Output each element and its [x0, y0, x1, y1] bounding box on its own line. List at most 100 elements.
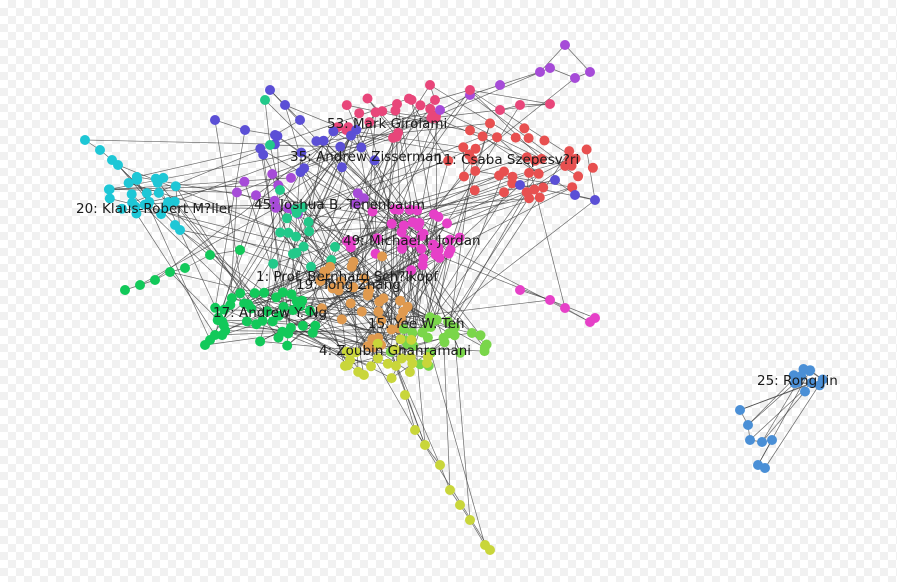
graph-edge [290, 327, 392, 379]
graph-node [492, 132, 502, 143]
graph-node [123, 178, 134, 188]
graph-edge [372, 347, 411, 373]
graph-node [396, 227, 407, 238]
graph-node [417, 260, 428, 271]
graph-node [465, 515, 475, 525]
graph-edge [224, 309, 431, 318]
community-label-19: 19: Tong Zhang [296, 277, 401, 293]
graph-edge [360, 112, 376, 148]
graph-node [521, 152, 532, 163]
graph-edge [240, 292, 401, 340]
graph-labels: 53: Mark Girolami 35: Andrew Zisserman 1… [76, 116, 838, 389]
graph-edge [439, 109, 542, 160]
graph-edge [499, 109, 576, 159]
graph-node [116, 203, 127, 214]
graph-node [398, 324, 409, 335]
graph-edge [323, 160, 375, 272]
graph-node [479, 346, 490, 357]
graph-node [535, 67, 545, 77]
graph-edge [526, 157, 566, 309]
graph-node [442, 218, 452, 229]
graph-node [135, 280, 145, 290]
graph-node [495, 80, 505, 90]
graph-node [153, 187, 164, 198]
graph-node [417, 327, 428, 338]
graph-node [382, 358, 393, 369]
graph-node [438, 332, 449, 343]
graph-node [265, 85, 275, 95]
graph-node [545, 99, 555, 109]
graph-node [277, 326, 288, 337]
graph-node [249, 288, 260, 299]
graph-node [318, 135, 329, 146]
graph-node [286, 289, 297, 300]
graph-edge [469, 89, 542, 160]
graph-node [372, 233, 383, 244]
graph-edge [472, 77, 576, 161]
graph-edge [406, 239, 481, 336]
graph-node [564, 146, 575, 157]
graph-node [485, 545, 495, 555]
graph-node [328, 126, 339, 137]
graph-node [212, 315, 223, 326]
graph-node [291, 231, 301, 242]
graph-edge [764, 379, 823, 469]
graph-node [304, 226, 315, 237]
graph-node [239, 176, 250, 187]
graph-node [235, 245, 245, 255]
graph-node [466, 328, 477, 338]
graph-edge [761, 382, 798, 443]
graph-node [431, 314, 442, 325]
graph-node [470, 166, 481, 176]
graph-edge [136, 148, 261, 178]
graph-edge [421, 123, 491, 333]
graph-node [364, 117, 375, 128]
graph-edge [254, 292, 359, 373]
graph-node [408, 237, 419, 248]
graph-node [303, 217, 314, 227]
graph-node [231, 187, 242, 198]
graph-node [406, 334, 417, 345]
graph-node [285, 322, 296, 333]
graph-edge [244, 129, 276, 136]
graph-node [156, 209, 167, 220]
graph-edge [340, 146, 422, 250]
graph-node [386, 373, 397, 384]
graph-node [104, 193, 115, 204]
graph-edge [439, 94, 471, 111]
graph-node [316, 303, 327, 314]
graph-node [257, 315, 268, 326]
community-label-15: 15: Yee W. Teh [368, 316, 465, 332]
graph-node [304, 305, 315, 316]
graph-edge [303, 131, 334, 169]
graph-edge [274, 98, 410, 145]
graph-edge [363, 112, 376, 279]
graph-node [346, 130, 356, 141]
graph-edge [231, 297, 412, 341]
graph-edge [496, 136, 539, 175]
graph-edge [564, 44, 591, 73]
graph-edge [430, 352, 486, 546]
graph-edge [469, 94, 566, 167]
graph-node [545, 295, 555, 305]
graph-edge [272, 115, 433, 175]
graph-node [165, 267, 175, 277]
community-label-53: 53: Mark Girolami [327, 116, 447, 132]
graph-node [523, 133, 534, 144]
graph-node [288, 248, 298, 259]
graph-node [367, 206, 378, 217]
graph-node [170, 181, 181, 192]
graph-edge [539, 44, 566, 73]
graph-edge [254, 266, 352, 294]
graph-node [95, 145, 105, 155]
graph-node [396, 313, 406, 324]
graph-edge [218, 173, 273, 318]
community-label-4: 4: Zoubin Ghahramani [319, 343, 471, 359]
graph-node [265, 140, 275, 150]
graph-edge [404, 394, 416, 431]
graph-node [386, 218, 397, 229]
graph-node [260, 95, 270, 105]
graph-edge [136, 213, 216, 336]
graph-node [298, 241, 309, 252]
graph-node [333, 285, 344, 296]
